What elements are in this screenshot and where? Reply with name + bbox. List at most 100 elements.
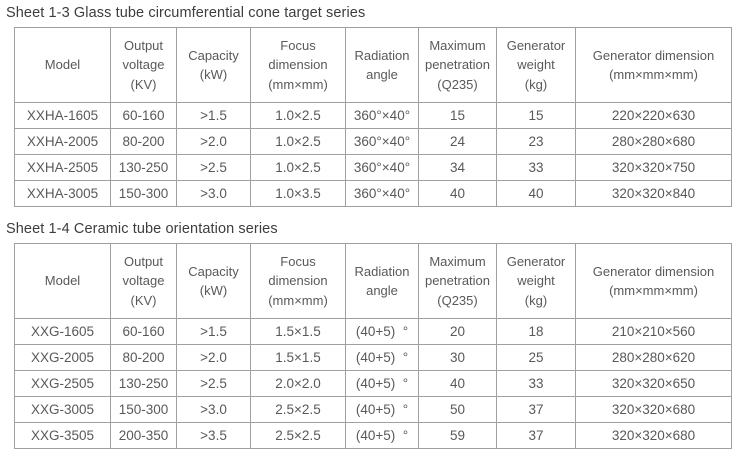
table-cell: 2.5×2.5 (250, 422, 346, 449)
table-cell: (40+5) ° (345, 318, 419, 345)
table-cell: 130-250 (110, 370, 177, 397)
column-header: Focus dimension (mm×mm) (250, 243, 346, 319)
sheet-1-4-title: Sheet 1-4 Ceramic tube orientation serie… (6, 221, 278, 237)
table-cell: 20 (418, 318, 497, 345)
table-cell: >1.5 (176, 102, 251, 129)
table-cell: 320×320×680 (575, 422, 732, 449)
table-cell: 60-160 (110, 102, 177, 129)
table-cell: XXG-3505 (14, 422, 111, 449)
ceramic-tube-table-body: XXG-1605 60-160 >1.5 1.5×1.5 (40+5) ° 20 18 210… (14, 318, 732, 449)
table-cell: 37 (496, 396, 576, 423)
table-cell: 1.0×3.5 (250, 180, 346, 207)
table-row: XXG-2505 130-250 >2.5 2.0×2.0 (40+5) ° 40 33 32… (14, 370, 732, 397)
table-cell: 15 (418, 102, 497, 129)
ceramic-tube-table-header: Model Output voltage (KV) Capacity (kW) Foc… (14, 243, 732, 319)
table-cell: >3.0 (176, 180, 251, 207)
column-header: Focus dimension (mm×mm) (250, 27, 346, 103)
table-cell: 33 (496, 370, 576, 397)
table-cell: >3.0 (176, 396, 251, 423)
table-row: XXG-2005 80-200 >2.0 1.5×1.5 (40+5) ° 30 25 280… (14, 344, 732, 371)
column-header: Model (14, 27, 111, 103)
table-cell: 200-350 (110, 422, 177, 449)
table-cell: 37 (496, 422, 576, 449)
table-cell: 80-200 (110, 128, 177, 155)
header-row: Model Output voltage (KV) Capacity (kW) Foc… (14, 27, 732, 103)
table-cell: 15 (496, 102, 576, 129)
table-cell: 360°×40° (345, 180, 419, 207)
table-cell: 1.0×2.5 (250, 154, 346, 181)
table-row: XXHA-2005 80-200 >2.0 1.0×2.5 360°×40° 24 23 28… (14, 128, 732, 155)
column-header: Capacity (kW) (176, 27, 251, 103)
table-cell: XXG-3005 (14, 396, 111, 423)
table-cell: 40 (496, 180, 576, 207)
table-cell: 59 (418, 422, 497, 449)
table-cell: 1.5×1.5 (250, 344, 346, 371)
table-cell: 60-160 (110, 318, 177, 345)
table-cell: 25 (496, 344, 576, 371)
table-cell: 40 (418, 180, 497, 207)
table-cell: 24 (418, 128, 497, 155)
table-cell: XXHA-3005 (14, 180, 111, 207)
table-cell: XXG-2505 (14, 370, 111, 397)
table-row: XXHA-3005 150-300 >3.0 1.0×3.5 360°×40° 40 40 3… (14, 180, 732, 207)
table-cell: 1.5×1.5 (250, 318, 346, 345)
table-cell: 280×280×680 (575, 128, 732, 155)
table-cell: 220×220×630 (575, 102, 732, 129)
table-cell: 280×280×620 (575, 344, 732, 371)
table-cell: >3.5 (176, 422, 251, 449)
table-row: XXG-3005 150-300 >3.0 2.5×2.5 (40+5) ° 50 37 32… (14, 396, 732, 423)
table-cell: 360°×40° (345, 154, 419, 181)
column-header: Maximum penetration (Q235) (418, 27, 497, 103)
table-cell: 30 (418, 344, 497, 371)
table-row: XXG-3505 200-350 >3.5 2.5×2.5 (40+5) ° 59 37 32… (14, 422, 732, 449)
column-header: Generator weight (kg) (496, 243, 576, 319)
table-cell: (40+5) ° (345, 422, 419, 449)
column-header: Maximum penetration (Q235) (418, 243, 497, 319)
table-cell: 40 (418, 370, 497, 397)
column-header: Generator dimension (mm×mm×mm) (575, 243, 732, 319)
glass-tube-table-header: Model Output voltage (KV) Capacity (kW) Foc… (14, 27, 732, 103)
table-cell: 2.5×2.5 (250, 396, 346, 423)
spec-sheets: Sheet 1-3 Glass tube circumferential con… (6, 5, 732, 449)
table-cell: XXHA-2005 (14, 128, 111, 155)
column-header: Output voltage (KV) (110, 243, 177, 319)
table-cell: 360°×40° (345, 128, 419, 155)
table-cell: >2.0 (176, 344, 251, 371)
table-cell: 1.0×2.5 (250, 102, 346, 129)
column-header: Capacity (kW) (176, 243, 251, 319)
column-header: Model (14, 243, 111, 319)
table-cell: 130-250 (110, 154, 177, 181)
header-row: Model Output voltage (KV) Capacity (kW) Foc… (14, 243, 732, 319)
table-cell: (40+5) ° (345, 396, 419, 423)
table-cell: >1.5 (176, 318, 251, 345)
table-cell: >2.0 (176, 128, 251, 155)
table-cell: XXG-2005 (14, 344, 111, 371)
table-cell: 23 (496, 128, 576, 155)
table-cell: XXHA-2505 (14, 154, 111, 181)
table-cell: 1.0×2.5 (250, 128, 346, 155)
table-cell: (40+5) ° (345, 344, 419, 371)
column-header: Radiation angle (345, 243, 419, 319)
table-row: XXHA-2505 130-250 >2.5 1.0×2.5 360°×40° 34 33 3… (14, 154, 732, 181)
ceramic-tube-spec-table: Model Output voltage (KV) Capacity (kW) Foc… (14, 243, 732, 449)
glass-tube-table-body: XXHA-1605 60-160 >1.5 1.0×2.5 360°×40° 15 15 22… (14, 102, 732, 207)
table-cell: >2.5 (176, 370, 251, 397)
table-cell: 34 (418, 154, 497, 181)
table-cell: 50 (418, 396, 497, 423)
table-cell: (40+5) ° (345, 370, 419, 397)
column-header: Generator weight (kg) (496, 27, 576, 103)
table-cell: 320×320×680 (575, 396, 732, 423)
column-header: Output voltage (KV) (110, 27, 177, 103)
table-cell: 210×210×560 (575, 318, 732, 345)
table-cell: XXG-1605 (14, 318, 111, 345)
sheet-1-3-title: Sheet 1-3 Glass tube circumferential con… (6, 5, 366, 21)
table-row: XXHA-1605 60-160 >1.5 1.0×2.5 360°×40° 15 15 22… (14, 102, 732, 129)
table-cell: >2.5 (176, 154, 251, 181)
table-cell: 18 (496, 318, 576, 345)
table-row: XXG-1605 60-160 >1.5 1.5×1.5 (40+5) ° 20 18 210… (14, 318, 732, 345)
glass-tube-spec-table: Model Output voltage (KV) Capacity (kW) Foc… (14, 27, 732, 207)
column-header: Generator dimension (mm×mm×mm) (575, 27, 732, 103)
column-header: Radiation angle (345, 27, 419, 103)
table-cell: 320×320×840 (575, 180, 732, 207)
table-cell: XXHA-1605 (14, 102, 111, 129)
